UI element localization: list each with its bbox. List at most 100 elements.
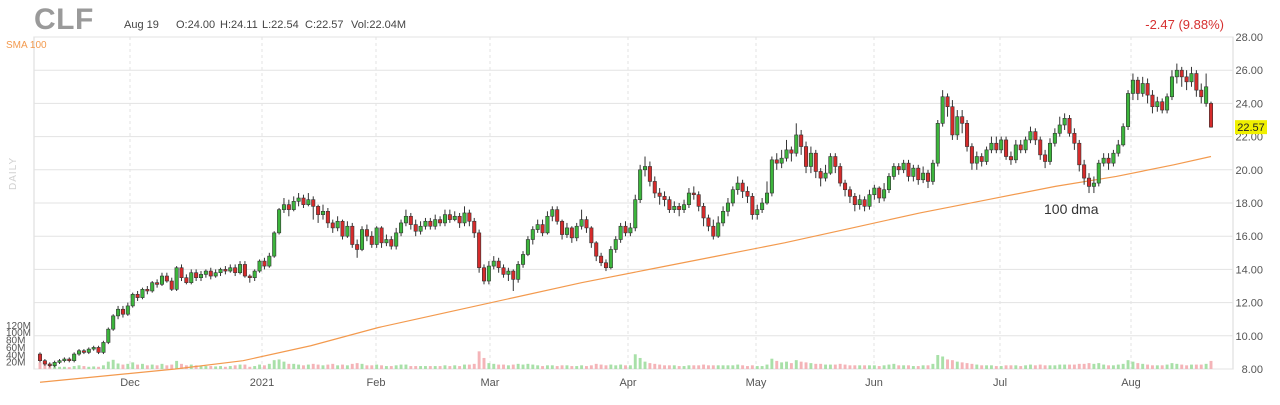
candle-up xyxy=(345,225,350,237)
volume-bar xyxy=(1072,364,1076,369)
candle-up xyxy=(77,350,82,355)
volume-bar xyxy=(775,360,779,369)
volume-bar xyxy=(1116,364,1120,369)
volume-bar xyxy=(848,365,852,369)
volume-bar xyxy=(599,364,603,369)
volume-bar xyxy=(677,366,681,369)
volume-bar xyxy=(892,363,896,369)
x-tick-label: Feb xyxy=(367,377,386,389)
candle-up xyxy=(891,166,896,177)
candle-down xyxy=(711,225,716,237)
candle-down xyxy=(789,149,794,154)
candle-up xyxy=(633,199,638,229)
candle-up xyxy=(335,220,340,229)
volume-tick-label: 80M xyxy=(6,336,25,347)
y-tick-label: 10.00 xyxy=(1235,331,1263,343)
candle-down xyxy=(623,225,628,234)
candle-down xyxy=(184,277,189,283)
candlesticks xyxy=(37,63,1214,368)
volume-bar xyxy=(643,361,647,369)
volume-bar xyxy=(1092,363,1096,369)
candle-up xyxy=(491,260,496,267)
candle-down xyxy=(389,239,394,247)
candle-up xyxy=(808,152,813,167)
candle-up xyxy=(423,220,428,227)
volume-bar xyxy=(497,364,501,369)
candle-up xyxy=(228,267,233,272)
volume-bar xyxy=(170,364,174,369)
candle-up xyxy=(486,265,491,282)
candle-up xyxy=(760,202,765,210)
volume-bar xyxy=(589,365,593,369)
volume-bar xyxy=(711,365,715,369)
volume-bar xyxy=(1141,363,1145,369)
sma-100-line xyxy=(39,155,1212,383)
volume-bar xyxy=(780,362,784,369)
volume-bar xyxy=(531,364,535,369)
volume-bar xyxy=(741,365,745,369)
high-price: H:24.11 xyxy=(220,19,258,31)
candle-down xyxy=(477,232,482,269)
volume-bar xyxy=(731,365,735,369)
volume-bar xyxy=(106,361,110,369)
volume-bar xyxy=(1097,363,1101,369)
volume-tick-label: 20M xyxy=(6,358,25,369)
candle-down xyxy=(657,192,662,197)
candle-down xyxy=(155,282,160,285)
volume-bar xyxy=(560,365,564,369)
volume-bar xyxy=(887,364,891,369)
candle-down xyxy=(662,196,667,200)
volume-bar xyxy=(619,364,623,369)
volume-bar xyxy=(472,363,476,369)
volume-bar xyxy=(882,365,886,369)
candle-up xyxy=(911,167,916,177)
volume-bar xyxy=(916,366,920,369)
volume-bar xyxy=(706,365,710,369)
volume-bar xyxy=(1165,364,1169,369)
candle-down xyxy=(603,262,608,269)
volume-bar xyxy=(541,366,545,369)
candle-down xyxy=(926,172,931,182)
volume-bar xyxy=(858,365,862,369)
candle-up xyxy=(252,270,257,278)
volume-bar xyxy=(384,366,388,369)
candle-down xyxy=(169,280,174,290)
candle-up xyxy=(516,264,521,280)
volume-bar xyxy=(692,365,696,369)
volume-bar xyxy=(902,365,906,369)
x-tick-label: Dec xyxy=(120,377,140,389)
candle-down xyxy=(325,211,330,224)
quote-date: Aug 19 xyxy=(124,19,159,31)
candle-up xyxy=(101,342,106,353)
candle-down xyxy=(560,220,565,235)
candle-up xyxy=(1140,83,1145,94)
y-tick-label: 8.00 xyxy=(1242,364,1263,376)
candle-down xyxy=(1033,131,1038,141)
candle-down xyxy=(501,267,506,275)
candle-up xyxy=(1047,142,1052,162)
candle-down xyxy=(496,260,501,269)
candle-down xyxy=(379,227,384,244)
candle-down xyxy=(677,206,682,210)
volume-bar xyxy=(1019,366,1023,369)
volume-bar xyxy=(1014,365,1018,369)
volume-bar xyxy=(931,363,935,369)
candle-down xyxy=(960,116,965,124)
candle-down xyxy=(340,220,345,237)
x-tick-label: Apr xyxy=(619,377,636,389)
candle-up xyxy=(643,166,648,171)
volume-bar xyxy=(1087,363,1091,369)
volume-bar xyxy=(311,363,315,369)
candle-up xyxy=(857,199,862,205)
volume-bar xyxy=(794,360,798,369)
candle-down xyxy=(472,220,477,234)
volume-bar xyxy=(511,364,515,369)
candle-down xyxy=(691,192,696,195)
candle-up xyxy=(150,282,155,292)
candle-down xyxy=(706,217,711,227)
volume-bar xyxy=(58,366,61,369)
candle-down xyxy=(1145,83,1150,96)
volume-bar xyxy=(1150,365,1154,369)
volume-bar xyxy=(907,365,910,369)
candle-down xyxy=(1199,89,1204,98)
